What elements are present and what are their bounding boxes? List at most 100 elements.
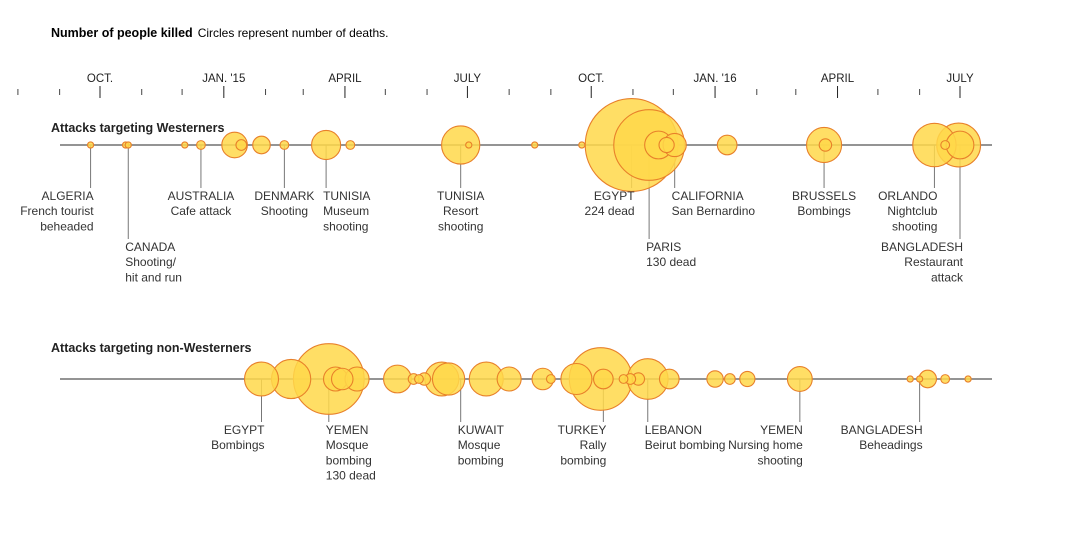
event-label-line: ORLANDO <box>878 189 937 203</box>
event-circle <box>124 141 132 149</box>
event-circle <box>252 135 271 155</box>
tick-label: JAN. '15 <box>202 73 245 85</box>
event-circle <box>235 139 248 151</box>
event-label: BANGLADESH Beheadings <box>841 423 923 452</box>
event-label-line: LEBANON <box>645 423 702 437</box>
event-label-line: AUSTRALIA <box>168 189 235 203</box>
event-label: CALIFORNIA San Bernardino <box>672 189 756 218</box>
event-circle <box>906 375 914 383</box>
event-label-line: Nightclub <box>887 204 937 218</box>
event-label-line: French tourist <box>20 204 94 218</box>
event-label-line: shooting <box>892 219 937 233</box>
event-label-line: Mosque <box>458 438 501 452</box>
event-label-line: Rally <box>580 438 607 452</box>
event-label-line: TUNISIA <box>323 189 370 203</box>
event-label: YEMEN Mosque bombing 130 dead <box>326 423 376 483</box>
event-circle <box>658 368 680 390</box>
event-circle <box>279 140 290 150</box>
event-label-line: San Bernardino <box>672 204 756 218</box>
event-label-line: Bombings <box>797 204 850 218</box>
event-circle <box>915 375 924 383</box>
event-label-line: TUNISIA <box>437 189 484 203</box>
event-label: TUNISIA Resort shooting <box>437 189 484 233</box>
time-axis: OCT. JAN. '15 APRIL JULY OCT. JAN. '16 APRIL JU… <box>17 73 974 98</box>
event-label: DENMARK Shooting <box>254 189 314 218</box>
event-label: ALGERIA French tourist beheaded <box>20 189 94 233</box>
event-label-line: shooting <box>757 453 802 467</box>
series-title: Attacks targeting Westerners <box>51 121 224 135</box>
event-label-line: beheaded <box>40 219 93 233</box>
event-label-line: attack <box>931 270 964 284</box>
event-label-line: YEMEN <box>326 423 369 437</box>
series-row: Attacks targeting non-Westerners EGYPT Bom… <box>51 341 992 483</box>
event-label-line: bombing <box>458 453 504 467</box>
event-circle <box>545 374 556 384</box>
event-label-line: Beirut bombing <box>645 438 726 452</box>
event-circle <box>618 374 629 384</box>
event-circle <box>658 136 675 154</box>
event-circle <box>221 131 248 159</box>
event-label-line: Museum <box>323 204 369 218</box>
event-label-line: 130 dead <box>646 255 696 269</box>
event-circle <box>465 141 473 149</box>
event-circle <box>578 141 586 149</box>
event-circle <box>196 140 206 150</box>
event-label-line: Mosque <box>326 438 369 452</box>
event-circle <box>592 368 614 390</box>
event-circle <box>431 362 466 396</box>
event-circle <box>964 375 972 383</box>
event-circle <box>496 366 522 392</box>
event-circle <box>945 130 975 160</box>
event-label-line: YEMEN <box>760 423 803 437</box>
event-label-line: hit and run <box>125 270 182 284</box>
event-label: CANADA Shooting/hit and run <box>125 240 182 284</box>
event-circle <box>739 370 756 388</box>
event-label-line: BANGLADESH <box>841 423 923 437</box>
event-label: PARIS 130 dead <box>646 240 696 269</box>
event-label: EGYPT Bombings <box>211 423 265 452</box>
event-label-line: DENMARK <box>254 189 314 203</box>
event-circle <box>181 141 189 149</box>
tick-label: JULY <box>454 73 482 85</box>
event-label-line: TURKEY <box>558 423 607 437</box>
event-circle <box>414 374 424 384</box>
event-circle <box>531 141 539 149</box>
event-label-line: bombing <box>560 453 606 467</box>
event-label: KUWAIT Mosque bombing <box>458 423 505 467</box>
event-label-line: BRUSSELS <box>792 189 856 203</box>
event-label-line: ALGERIA <box>42 189 94 203</box>
event-label: ORLANDO Nightclub shooting <box>878 189 938 233</box>
event-label-line: bombing <box>326 453 372 467</box>
event-label-line: KUWAIT <box>458 423 505 437</box>
event-label-line: Nursing home <box>728 438 803 452</box>
event-label-line: Restaurant <box>904 255 963 269</box>
event-label: TURKEY Rally bombing <box>558 423 607 467</box>
chart-title-line: Number of people killed Circles represent… <box>51 26 388 40</box>
event-label-line: Cafe attack <box>171 204 233 218</box>
chart-subtitle: Circles represent number of deaths. <box>198 26 389 40</box>
event-label-line: BANGLADESH <box>881 240 963 254</box>
event-label-line: CALIFORNIA <box>672 189 744 203</box>
event-circle <box>441 125 481 165</box>
event-circle <box>786 366 813 392</box>
tick-label: JULY <box>946 73 974 85</box>
event-circle <box>345 140 356 150</box>
event-label-line: shooting <box>323 219 368 233</box>
event-label: BANGLADESH Restaurant attack <box>881 240 964 284</box>
tick-label: JAN. '16 <box>694 73 737 85</box>
event-label: EGYPT 224 dead <box>585 189 636 218</box>
event-circle <box>560 362 593 396</box>
event-circle <box>723 373 736 385</box>
event-label-line: Bombings <box>211 438 264 452</box>
event-label-line: Beheadings <box>859 438 922 452</box>
event-circle <box>716 134 738 156</box>
event-circle <box>940 140 951 150</box>
tick-label: APRIL <box>328 73 362 85</box>
event-circle <box>940 374 951 384</box>
event-label-line: shooting <box>438 219 483 233</box>
event-label: AUSTRALIA Cafe attack <box>168 189 235 218</box>
event-label-line: EGYPT <box>594 189 635 203</box>
event-label-line: Resort <box>443 204 479 218</box>
event-label-line: EGYPT <box>224 423 265 437</box>
